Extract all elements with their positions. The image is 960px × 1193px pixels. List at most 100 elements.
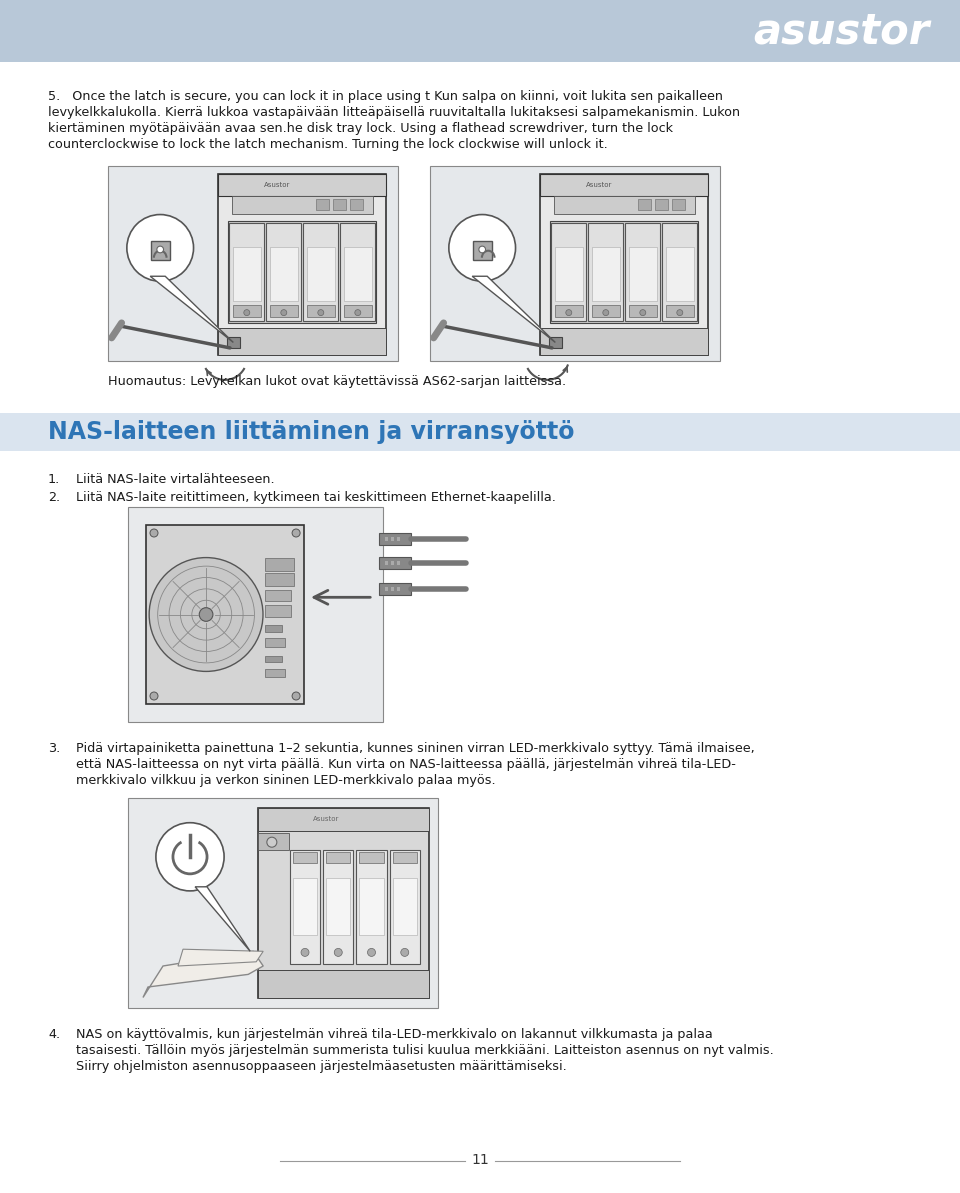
Bar (385, 587, 388, 591)
Circle shape (301, 948, 309, 957)
Bar (397, 537, 400, 542)
Bar (390, 849, 420, 964)
Polygon shape (143, 951, 263, 997)
Text: counterclockwise to lock the latch mechanism. Turning the lock clockwise will un: counterclockwise to lock the latch mecha… (48, 138, 608, 152)
Bar (146, 525, 304, 704)
Bar (293, 852, 317, 864)
Polygon shape (195, 886, 251, 951)
Circle shape (318, 310, 324, 316)
Text: levykelkkalukolla. Kierrä lukkoa vastapäivään litteäpäisellä ruuvitaltalla lukit: levykelkkalukolla. Kierrä lukkoa vastapä… (48, 106, 740, 119)
Circle shape (267, 837, 276, 847)
Text: että NAS-laitteessa on nyt virta päällä. Kun virta on NAS-laitteessa päällä, jär: että NAS-laitteessa on nyt virta päällä.… (76, 758, 736, 771)
Bar (151, 241, 170, 260)
Text: Siirry ohjelmiston asennusoppaaseen järjestelmäasetusten määrittämiseksi.: Siirry ohjelmiston asennusoppaaseen järj… (76, 1061, 566, 1073)
Bar (385, 561, 388, 565)
Circle shape (677, 310, 683, 316)
Bar (393, 852, 417, 864)
Bar (265, 574, 294, 586)
Bar (554, 196, 695, 214)
Bar (672, 199, 685, 210)
Circle shape (479, 246, 486, 253)
Bar (588, 223, 623, 321)
Text: 11: 11 (471, 1152, 489, 1167)
Circle shape (368, 948, 375, 957)
Circle shape (150, 528, 158, 537)
Bar (266, 223, 301, 321)
Bar (258, 833, 289, 849)
Bar (540, 174, 708, 196)
Circle shape (355, 310, 361, 316)
Text: Asustor: Asustor (586, 181, 612, 187)
Text: Huomautus: Levykelkan lukot ovat käytettävissä AS62-sarjan laitteissa.: Huomautus: Levykelkan lukot ovat käytett… (108, 375, 566, 388)
Bar (258, 808, 429, 999)
Text: 4.: 4. (48, 1028, 60, 1041)
Bar (344, 305, 372, 316)
Bar (379, 582, 411, 594)
Bar (379, 533, 411, 545)
Circle shape (565, 310, 572, 316)
Bar (258, 808, 429, 830)
Bar (359, 878, 384, 935)
Bar (540, 174, 708, 356)
Bar (265, 638, 285, 647)
Bar (128, 798, 438, 1008)
Bar (0, 0, 960, 62)
Bar (227, 336, 240, 348)
Text: 1.: 1. (48, 472, 60, 486)
Circle shape (200, 607, 213, 622)
Bar (228, 221, 376, 322)
Bar (666, 305, 694, 316)
Polygon shape (150, 277, 233, 342)
Bar (218, 328, 386, 356)
Bar (232, 305, 261, 316)
Circle shape (150, 692, 158, 700)
Bar (326, 878, 350, 935)
Bar (591, 247, 620, 301)
Bar (258, 970, 429, 999)
Bar (350, 199, 363, 210)
Circle shape (639, 310, 646, 316)
Bar (265, 625, 282, 631)
Bar (324, 849, 353, 964)
Bar (232, 247, 261, 301)
Circle shape (449, 215, 516, 282)
Bar (551, 223, 587, 321)
Bar (391, 537, 394, 542)
Text: kiertäminen myötäpäivään avaa sen.he disk tray lock. Using a flathead screwdrive: kiertäminen myötäpäivään avaa sen.he dis… (48, 122, 673, 135)
Bar (229, 223, 264, 321)
Circle shape (127, 215, 194, 282)
Bar (265, 669, 285, 678)
Text: Asustor: Asustor (264, 181, 290, 187)
Circle shape (280, 310, 287, 316)
Bar (333, 199, 347, 210)
Text: merkkivalo vilkkuu ja verkon sininen LED-merkkivalo palaa myös.: merkkivalo vilkkuu ja verkon sininen LED… (76, 774, 495, 787)
Bar (638, 199, 651, 210)
Bar (270, 247, 298, 301)
Bar (108, 166, 398, 361)
Bar (555, 305, 583, 316)
Bar (356, 849, 387, 964)
Bar (307, 305, 335, 316)
Text: 2.: 2. (48, 492, 60, 503)
Text: Liitä NAS-laite reitittimeen, kytkimeen tai keskittimeen Ethernet-kaapelilla.: Liitä NAS-laite reitittimeen, kytkimeen … (76, 492, 556, 503)
Text: asustor: asustor (754, 10, 930, 52)
Text: 3.: 3. (48, 742, 60, 755)
Circle shape (603, 310, 609, 316)
Bar (550, 221, 698, 322)
Bar (218, 174, 386, 196)
Text: 5.   Once the latch is secure, you can lock it in place using t Kun salpa on kii: 5. Once the latch is secure, you can loc… (48, 89, 723, 103)
Bar (379, 557, 411, 569)
Bar (218, 174, 386, 356)
Bar (0, 413, 960, 451)
Text: Liitä NAS-laite virtalähteeseen.: Liitä NAS-laite virtalähteeseen. (76, 472, 275, 486)
Bar (385, 537, 388, 542)
Bar (128, 507, 383, 722)
Bar (397, 587, 400, 591)
Polygon shape (472, 277, 555, 342)
Bar (265, 589, 291, 601)
Text: tasaisesti. Tällöin myös järjestelmän summerista tulisi kuulua merkkiääni. Laitt: tasaisesti. Tällöin myös järjestelmän su… (76, 1044, 774, 1057)
Circle shape (292, 692, 300, 700)
Bar (548, 336, 562, 348)
Bar (265, 558, 294, 571)
Circle shape (156, 823, 224, 891)
